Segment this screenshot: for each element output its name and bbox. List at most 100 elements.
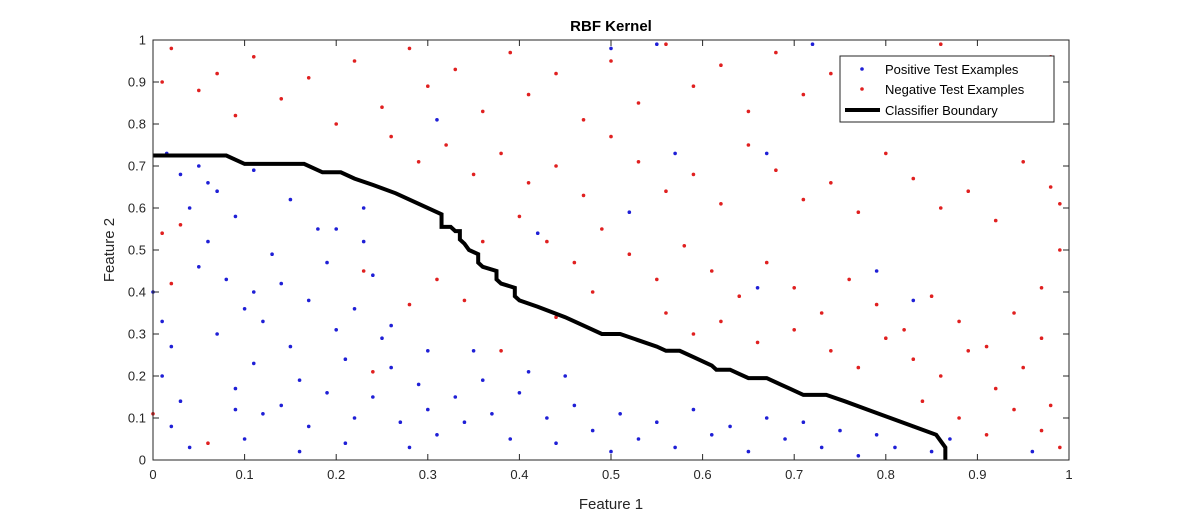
negative-point (435, 277, 439, 282)
negative-point (719, 202, 723, 206)
negative-point (957, 416, 961, 420)
legend-label-boundary: Classifier Boundary (885, 103, 998, 118)
negative-point (1012, 311, 1016, 315)
negative-point (1058, 248, 1062, 252)
negative-point (774, 168, 778, 172)
positive-point (572, 403, 577, 408)
y-tick-label: 0.6 (128, 201, 146, 216)
negative-point (480, 239, 485, 244)
y-tick-label: 0.8 (128, 117, 146, 132)
positive-point (435, 433, 439, 437)
positive-point (160, 319, 164, 324)
negative-point (554, 315, 558, 320)
negative-point (554, 71, 558, 76)
positive-point (169, 424, 174, 429)
negative-point (719, 319, 723, 324)
positive-point (187, 206, 192, 210)
negative-point (847, 277, 851, 282)
negative-point (709, 269, 714, 273)
positive-point (728, 424, 732, 429)
positive-point (352, 416, 357, 420)
y-tick-label: 0.4 (128, 285, 146, 300)
y-tick-label: 0.9 (128, 75, 146, 90)
positive-point (371, 273, 375, 278)
negative-point (691, 172, 696, 177)
negative-point (929, 294, 934, 299)
negative-point (554, 164, 558, 168)
positive-point (187, 445, 192, 450)
positive-point (435, 118, 439, 122)
negative-point (938, 374, 943, 378)
positive-point (746, 449, 751, 454)
positive-point (288, 344, 293, 349)
negative-point (829, 71, 833, 76)
negative-point (966, 189, 971, 193)
positive-point (251, 361, 256, 366)
negative-point (1048, 185, 1053, 189)
positive-point (242, 307, 247, 311)
positive-point (206, 239, 210, 244)
positive-point (398, 420, 403, 425)
positive-point (480, 378, 485, 383)
negative-point (1012, 407, 1016, 412)
legend-marker-negative (860, 87, 864, 91)
legend: Positive Test Examples Negative Test Exa… (839, 55, 1055, 123)
positive-point (426, 349, 430, 353)
x-tick-label: 0.7 (785, 467, 803, 482)
negative-point (517, 214, 522, 219)
negative-point (655, 277, 659, 282)
negative-point (691, 84, 696, 88)
positive-point (242, 437, 247, 441)
positive-point (755, 286, 760, 290)
negative-point (966, 349, 971, 353)
x-axis-title: Feature 1 (579, 496, 643, 513)
positive-point (618, 412, 622, 416)
y-tick-label: 0.2 (128, 369, 146, 384)
positive-point (334, 328, 339, 332)
positive-point (673, 445, 677, 450)
positive-point (215, 332, 219, 336)
positive-point (893, 445, 897, 450)
positive-point (233, 407, 238, 412)
negative-point (480, 109, 485, 114)
x-tick-label: 0.4 (510, 467, 528, 482)
negative-point (719, 63, 723, 67)
positive-point (673, 151, 677, 156)
negative-point (590, 290, 595, 294)
negative-point (874, 302, 879, 307)
negative-point (169, 46, 174, 51)
negative-point (609, 134, 613, 139)
positive-point (948, 437, 952, 441)
chart-title: RBF Kernel (570, 18, 652, 35)
negative-point (682, 244, 687, 248)
x-tick-label: 0.1 (236, 467, 254, 482)
positive-point (590, 428, 595, 433)
positive-point (389, 323, 393, 328)
negative-point (371, 370, 375, 374)
negative-point (664, 42, 668, 46)
x-tick-label: 0.2 (327, 467, 345, 482)
legend-label-negative: Negative Test Examples (885, 82, 1025, 97)
negative-point (526, 181, 531, 185)
positive-point (325, 391, 329, 395)
positive-point (352, 307, 357, 311)
boundary-series (153, 153, 948, 460)
classifier-boundary-line (153, 153, 948, 460)
positive-point (609, 46, 613, 51)
negative-point (938, 42, 943, 46)
positive-point (306, 298, 311, 303)
negative-point (453, 67, 458, 72)
positive-point (261, 319, 265, 324)
positive-point (233, 386, 238, 391)
positive-point (343, 357, 348, 362)
y-tick-label: 0.7 (128, 159, 146, 174)
negative-point (169, 281, 174, 286)
positive-point (206, 181, 210, 185)
positive-points (151, 42, 1035, 458)
positive-point (279, 281, 284, 286)
negative-point (920, 399, 925, 404)
positive-point (554, 441, 558, 446)
legend-label-positive: Positive Test Examples (885, 62, 1019, 77)
negative-point (636, 160, 641, 164)
negative-point (746, 143, 751, 147)
